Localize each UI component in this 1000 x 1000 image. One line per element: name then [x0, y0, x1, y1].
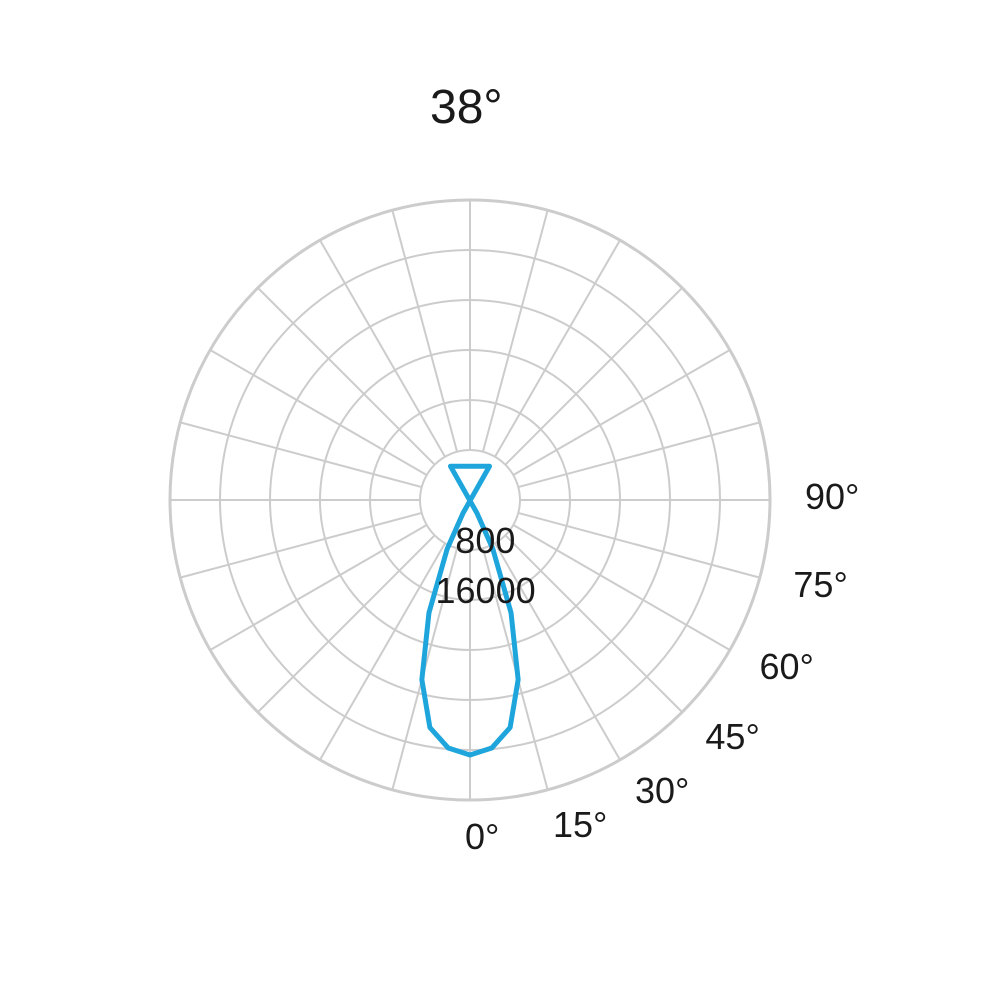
chart-title: 38° — [430, 80, 503, 135]
polar-chart: 38° 0° 15° 30° 45°60° 75° 90° 800 16000 — [0, 0, 1000, 1000]
angle-label-15: 15° — [553, 804, 607, 846]
angle-label-0: 0° — [465, 816, 499, 858]
angle-label-30: 30° — [635, 770, 689, 812]
angle-label-60: 60° — [759, 646, 813, 688]
angle-label-45: 45° — [705, 716, 759, 758]
angle-label-75: 75° — [793, 564, 847, 606]
angle-label-90: 90° — [805, 476, 859, 518]
value-label-800: 800 — [455, 520, 515, 562]
value-label-16000: 16000 — [436, 570, 536, 612]
